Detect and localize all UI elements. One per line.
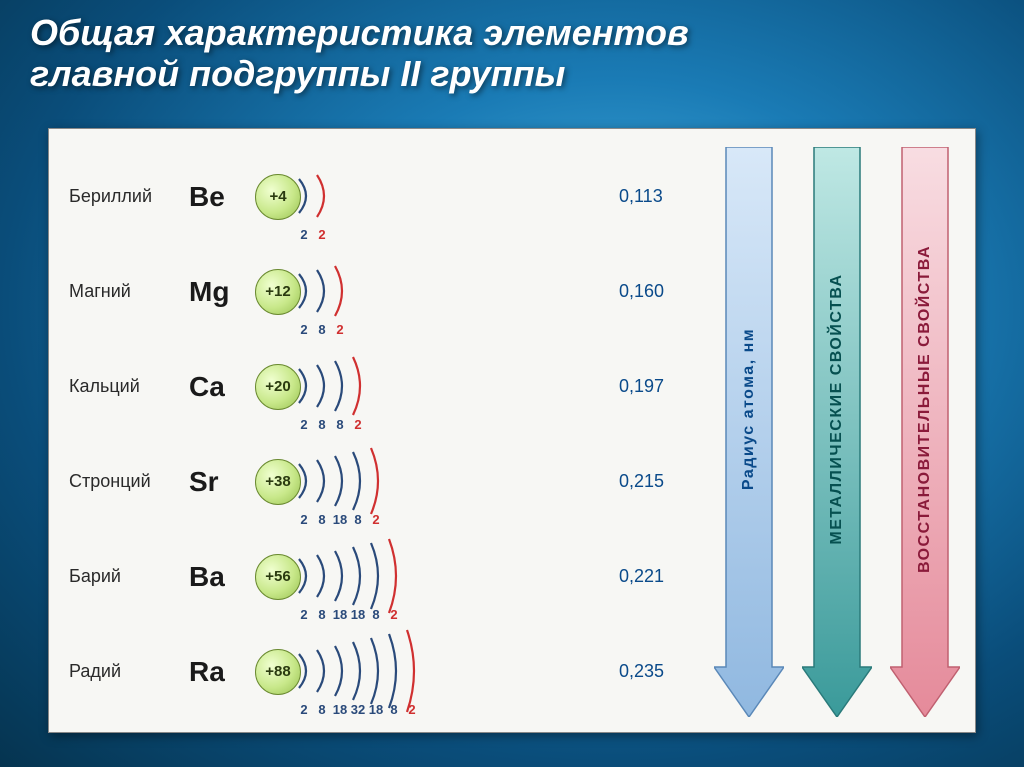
electron-shells: 2 8 2 xyxy=(297,244,351,339)
element-name: Бериллий xyxy=(69,186,189,207)
shell-electron-count: 2 xyxy=(294,512,314,527)
shell-electron-count: 18 xyxy=(330,702,350,717)
radius-arrow: Радиус атома, нм xyxy=(714,147,784,717)
element-symbol: Mg xyxy=(189,276,249,308)
title-line2: главной подгруппы II группы xyxy=(30,53,565,94)
redox-arrow-label: ВОССТАНОВИТЕЛЬНЫЕ СВОЙСТВА xyxy=(916,245,934,573)
shell-electron-count: 2 xyxy=(294,227,314,242)
shell-electron-count: 2 xyxy=(384,607,404,622)
nucleus-charge: +12 xyxy=(255,269,301,315)
shell-arc-outer: 2 xyxy=(315,149,333,244)
nucleus-charge: +38 xyxy=(255,459,301,505)
element-rows: БериллийBe+4 2 2МагнийMg+12 2 8 2Кальций… xyxy=(69,149,609,719)
shell-electron-count: 8 xyxy=(312,512,332,527)
shell-electron-count: 8 xyxy=(312,322,332,337)
shell-electron-count: 8 xyxy=(312,702,332,717)
atomic-radius-value: 0,215 xyxy=(619,434,699,529)
element-row: БериллийBe+4 2 2 xyxy=(69,149,609,244)
element-name: Радий xyxy=(69,661,189,682)
shell-electron-count: 18 xyxy=(348,607,368,622)
electron-shells: 2 2 xyxy=(297,149,333,244)
shell-arc-outer: 2 xyxy=(387,529,405,624)
nucleus-charge: +4 xyxy=(255,174,301,220)
element-row: СтронцийSr+38 2 8 18 8 2 xyxy=(69,434,609,529)
shell-electron-count: 2 xyxy=(294,702,314,717)
atomic-radius-value: 0,160 xyxy=(619,244,699,339)
element-row: РадийRa+88 2 8 18 32 18 8 2 xyxy=(69,624,609,719)
shell-electron-count: 8 xyxy=(366,607,386,622)
element-name: Кальций xyxy=(69,376,189,397)
electron-shells: 2 8 18 8 2 xyxy=(297,434,387,529)
element-row: КальцийCa+20 2 8 8 2 xyxy=(69,339,609,434)
radius-column: 0,1130,1600,1970,2150,2210,235 xyxy=(619,149,699,719)
metallic-arrow-label: МЕТАЛЛИЧЕСКИЕ СВОЙСТВА xyxy=(828,274,846,545)
shell-arc-outer: 2 xyxy=(369,434,387,529)
shell-electron-count: 2 xyxy=(294,322,314,337)
shell-electron-count: 2 xyxy=(294,417,314,432)
redox-arrow: ВОССТАНОВИТЕЛЬНЫЕ СВОЙСТВА xyxy=(890,147,960,717)
title-line1: Общая характеристика элементов xyxy=(30,12,689,53)
atomic-radius-value: 0,197 xyxy=(619,339,699,434)
element-name: Стронций xyxy=(69,471,189,492)
element-name: Барий xyxy=(69,566,189,587)
nucleus-charge: +56 xyxy=(255,554,301,600)
element-row: МагнийMg+12 2 8 2 xyxy=(69,244,609,339)
shell-electron-count: 8 xyxy=(312,417,332,432)
element-symbol: Ca xyxy=(189,371,249,403)
shell-electron-count: 2 xyxy=(330,322,350,337)
metallic-arrow: МЕТАЛЛИЧЕСКИЕ СВОЙСТВА xyxy=(802,147,872,717)
radius-arrow-label: Радиус атома, нм xyxy=(740,328,758,490)
element-symbol: Ra xyxy=(189,656,249,688)
shell-electron-count: 2 xyxy=(348,417,368,432)
shell-electron-count: 8 xyxy=(312,607,332,622)
nucleus-charge: +20 xyxy=(255,364,301,410)
shell-electron-count: 18 xyxy=(366,702,386,717)
shell-electron-count: 8 xyxy=(330,417,350,432)
element-symbol: Sr xyxy=(189,466,249,498)
electron-shells: 2 8 18 18 8 2 xyxy=(297,529,405,624)
atomic-radius-value: 0,113 xyxy=(619,149,699,244)
shell-electron-count: 18 xyxy=(330,512,350,527)
shell-arc-outer: 2 xyxy=(405,624,423,719)
element-symbol: Ba xyxy=(189,561,249,593)
atomic-radius-value: 0,235 xyxy=(619,624,699,719)
shell-electron-count: 2 xyxy=(312,227,332,242)
shell-electron-count: 18 xyxy=(330,607,350,622)
shell-arc-outer: 2 xyxy=(351,339,369,434)
element-row: БарийBa+56 2 8 18 18 8 2 xyxy=(69,529,609,624)
shell-electron-count: 8 xyxy=(348,512,368,527)
shell-electron-count: 2 xyxy=(366,512,386,527)
shell-electron-count: 2 xyxy=(294,607,314,622)
nucleus-charge: +88 xyxy=(255,649,301,695)
electron-shells: 2 8 8 2 xyxy=(297,339,369,434)
shell-electron-count: 32 xyxy=(348,702,368,717)
slide-title: Общая характеристика элементов главной п… xyxy=(0,0,1024,113)
diagram-panel: БериллийBe+4 2 2МагнийMg+12 2 8 2Кальций… xyxy=(48,128,976,733)
element-name: Магний xyxy=(69,281,189,302)
shell-electron-count: 8 xyxy=(384,702,404,717)
property-arrows: Радиус атома, нм МЕТАЛЛИЧЕСКИЕ СВОЙСТВА … xyxy=(714,147,964,717)
atomic-radius-value: 0,221 xyxy=(619,529,699,624)
shell-arc-outer: 2 xyxy=(333,244,351,339)
electron-shells: 2 8 18 32 18 8 2 xyxy=(297,624,423,719)
shell-electron-count: 2 xyxy=(402,702,422,717)
element-symbol: Be xyxy=(189,181,249,213)
